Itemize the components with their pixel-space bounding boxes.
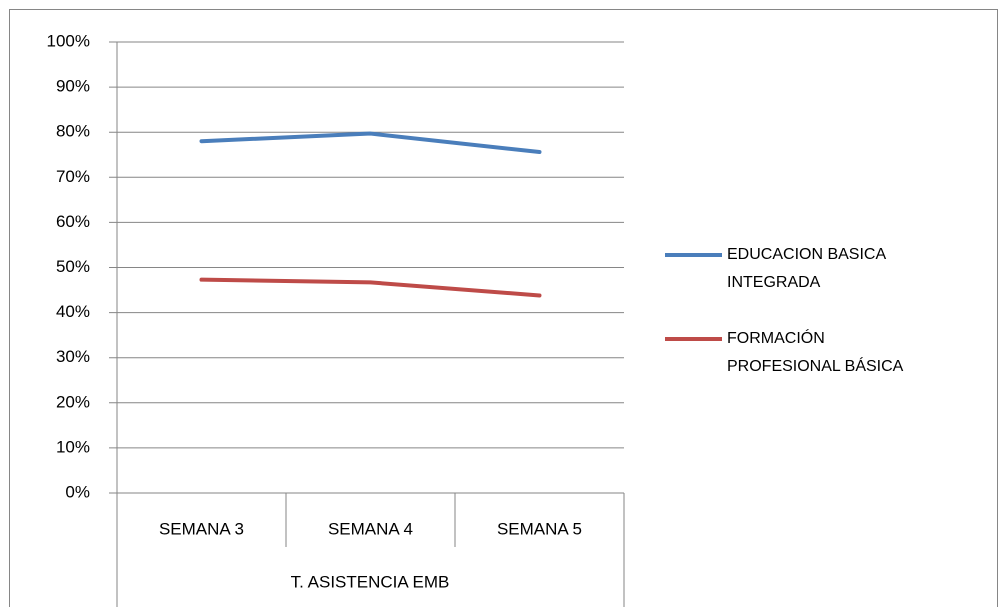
series-line: [199, 131, 542, 155]
legend-label: FORMACIÓN PROFESIONAL BÁSICA: [727, 330, 904, 375]
x-tick-label: SEMANA 3: [159, 519, 244, 538]
y-tick-label: 20%: [56, 392, 90, 411]
y-tick-label: 40%: [56, 302, 90, 321]
series-line: [199, 277, 542, 298]
y-tick-label: 100%: [47, 31, 90, 50]
y-tick-label: 10%: [56, 437, 90, 456]
y-tick-label: 80%: [56, 122, 90, 141]
y-tick-label: 70%: [56, 167, 90, 186]
y-tick-label: 0%: [65, 482, 90, 501]
y-tick-label: 90%: [56, 77, 90, 96]
y-tick-label: 50%: [56, 257, 90, 276]
group-label: T. ASISTENCIA EMB: [291, 572, 450, 591]
x-tick-label: SEMANA 4: [328, 519, 413, 538]
y-tick-label: 60%: [56, 212, 90, 231]
legend-label: EDUCACION BASICA INTEGRADA: [727, 246, 886, 291]
x-tick-label: SEMANA 5: [497, 519, 582, 538]
y-tick-label: 30%: [56, 347, 90, 366]
chart-frame: [9, 9, 998, 607]
